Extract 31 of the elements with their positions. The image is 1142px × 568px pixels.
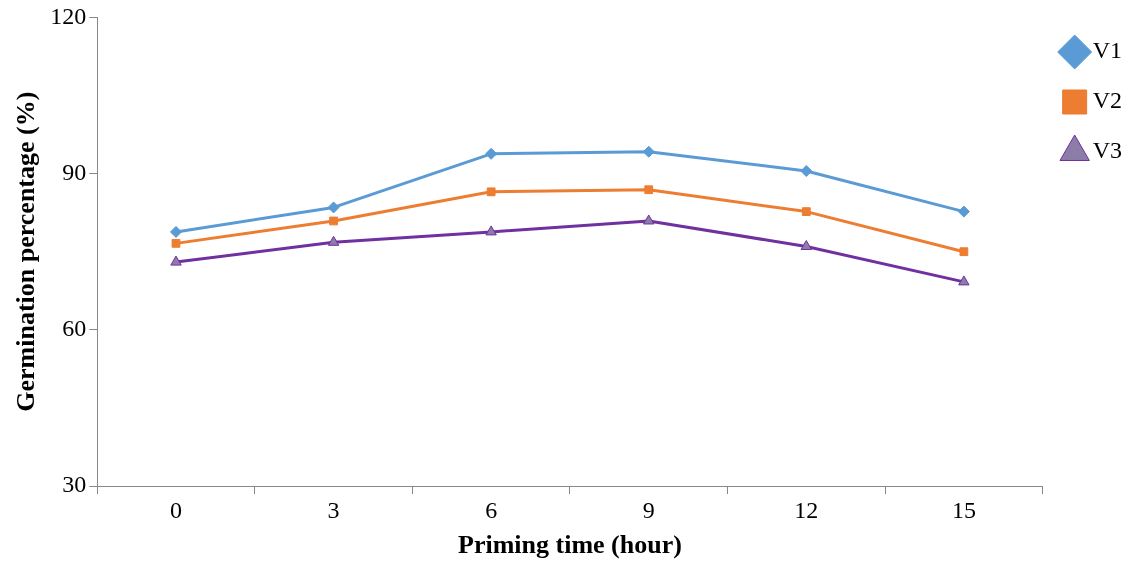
legend-label: V3 bbox=[1092, 137, 1123, 164]
x-tick-label: 3 bbox=[327, 496, 340, 523]
x-tick-label: 15 bbox=[951, 496, 976, 523]
point bbox=[485, 225, 497, 236]
x-tick-label: 9 bbox=[642, 496, 655, 523]
x-tick-label: 12 bbox=[794, 496, 819, 523]
y-tick-label: 30 bbox=[62, 471, 87, 498]
y-tick-label: 90 bbox=[62, 158, 87, 185]
y-axis-title: Germination percentage (%) bbox=[11, 91, 41, 412]
x-tick-label: 6 bbox=[485, 496, 498, 523]
point bbox=[958, 275, 970, 286]
point bbox=[329, 216, 338, 226]
point bbox=[486, 187, 496, 197]
point bbox=[170, 255, 182, 266]
point bbox=[169, 225, 182, 238]
point bbox=[643, 214, 655, 225]
legend-label: V1 bbox=[1092, 37, 1123, 64]
point bbox=[800, 165, 813, 177]
point bbox=[327, 235, 340, 246]
point bbox=[171, 238, 181, 248]
point bbox=[800, 239, 812, 250]
point bbox=[957, 205, 970, 218]
point bbox=[644, 185, 654, 195]
legend-label: V2 bbox=[1092, 87, 1123, 114]
point bbox=[327, 201, 340, 214]
y-tick-label: 120 bbox=[50, 2, 87, 29]
x-tick-label: 0 bbox=[169, 496, 182, 523]
x-axis-title: Priming time (hour) bbox=[458, 530, 682, 560]
point bbox=[801, 207, 811, 216]
y-tick-label: 60 bbox=[62, 315, 87, 342]
point bbox=[959, 247, 969, 257]
